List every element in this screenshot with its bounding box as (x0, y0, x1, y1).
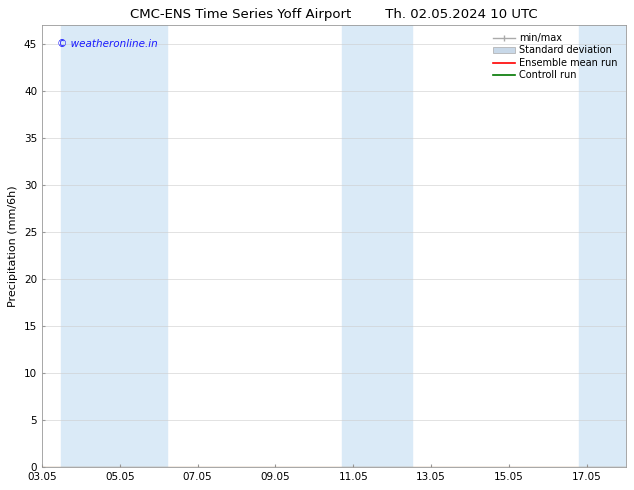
Y-axis label: Precipitation (mm/6h): Precipitation (mm/6h) (8, 185, 18, 307)
Legend: min/max, Standard deviation, Ensemble mean run, Controll run: min/max, Standard deviation, Ensemble me… (490, 30, 621, 83)
Bar (100, 25, 167, 467)
Bar (342, 25, 365, 467)
Bar (61, 25, 100, 467)
Text: © weatheronline.in: © weatheronline.in (56, 39, 157, 49)
Bar (365, 25, 411, 467)
Bar (579, 25, 626, 467)
Title: CMC-ENS Time Series Yoff Airport        Th. 02.05.2024 10 UTC: CMC-ENS Time Series Yoff Airport Th. 02.… (130, 8, 538, 22)
